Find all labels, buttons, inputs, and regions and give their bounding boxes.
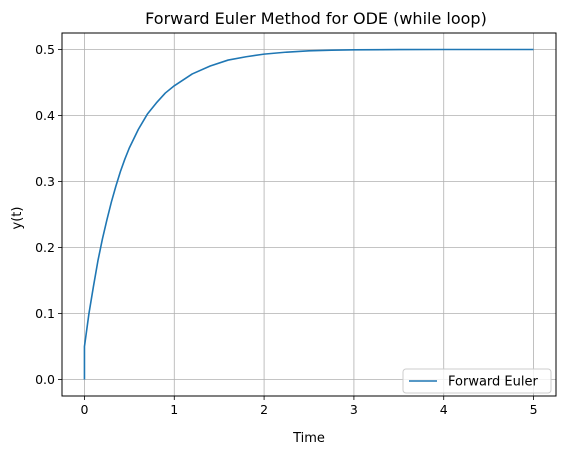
x-tick-label: 1 xyxy=(170,402,178,417)
series-line-forward-euler xyxy=(83,48,534,380)
y-tick-label: 0.2 xyxy=(35,240,55,255)
x-tick-label: 4 xyxy=(440,402,448,417)
legend: Forward Euler xyxy=(402,368,552,394)
y-tick-label: 0.3 xyxy=(35,174,55,189)
x-tick-label: 3 xyxy=(350,402,358,417)
x-tick-label: 2 xyxy=(260,402,268,417)
legend-label: Forward Euler xyxy=(448,375,538,390)
chart-title: Forward Euler Method for ODE (while loop… xyxy=(145,9,487,28)
x-tick-label: 5 xyxy=(530,402,538,417)
y-axis-label: y(t) xyxy=(10,207,25,230)
y-tick-label: 0.5 xyxy=(35,42,55,57)
legend-box xyxy=(402,368,552,394)
x-axis-label: Time xyxy=(292,431,325,446)
y-tick-label: 0.1 xyxy=(35,306,55,321)
y-tick-label: 0.0 xyxy=(35,372,55,387)
plot-lines xyxy=(83,48,534,380)
grid xyxy=(62,33,556,396)
y-tick-label: 0.4 xyxy=(35,108,55,123)
x-tick-label: 0 xyxy=(80,402,88,417)
ticks: 0 1 2 3 4 5 0.0 0.1 0.2 0.3 0.4 0.5 xyxy=(35,42,537,417)
plot-frame xyxy=(61,32,557,397)
